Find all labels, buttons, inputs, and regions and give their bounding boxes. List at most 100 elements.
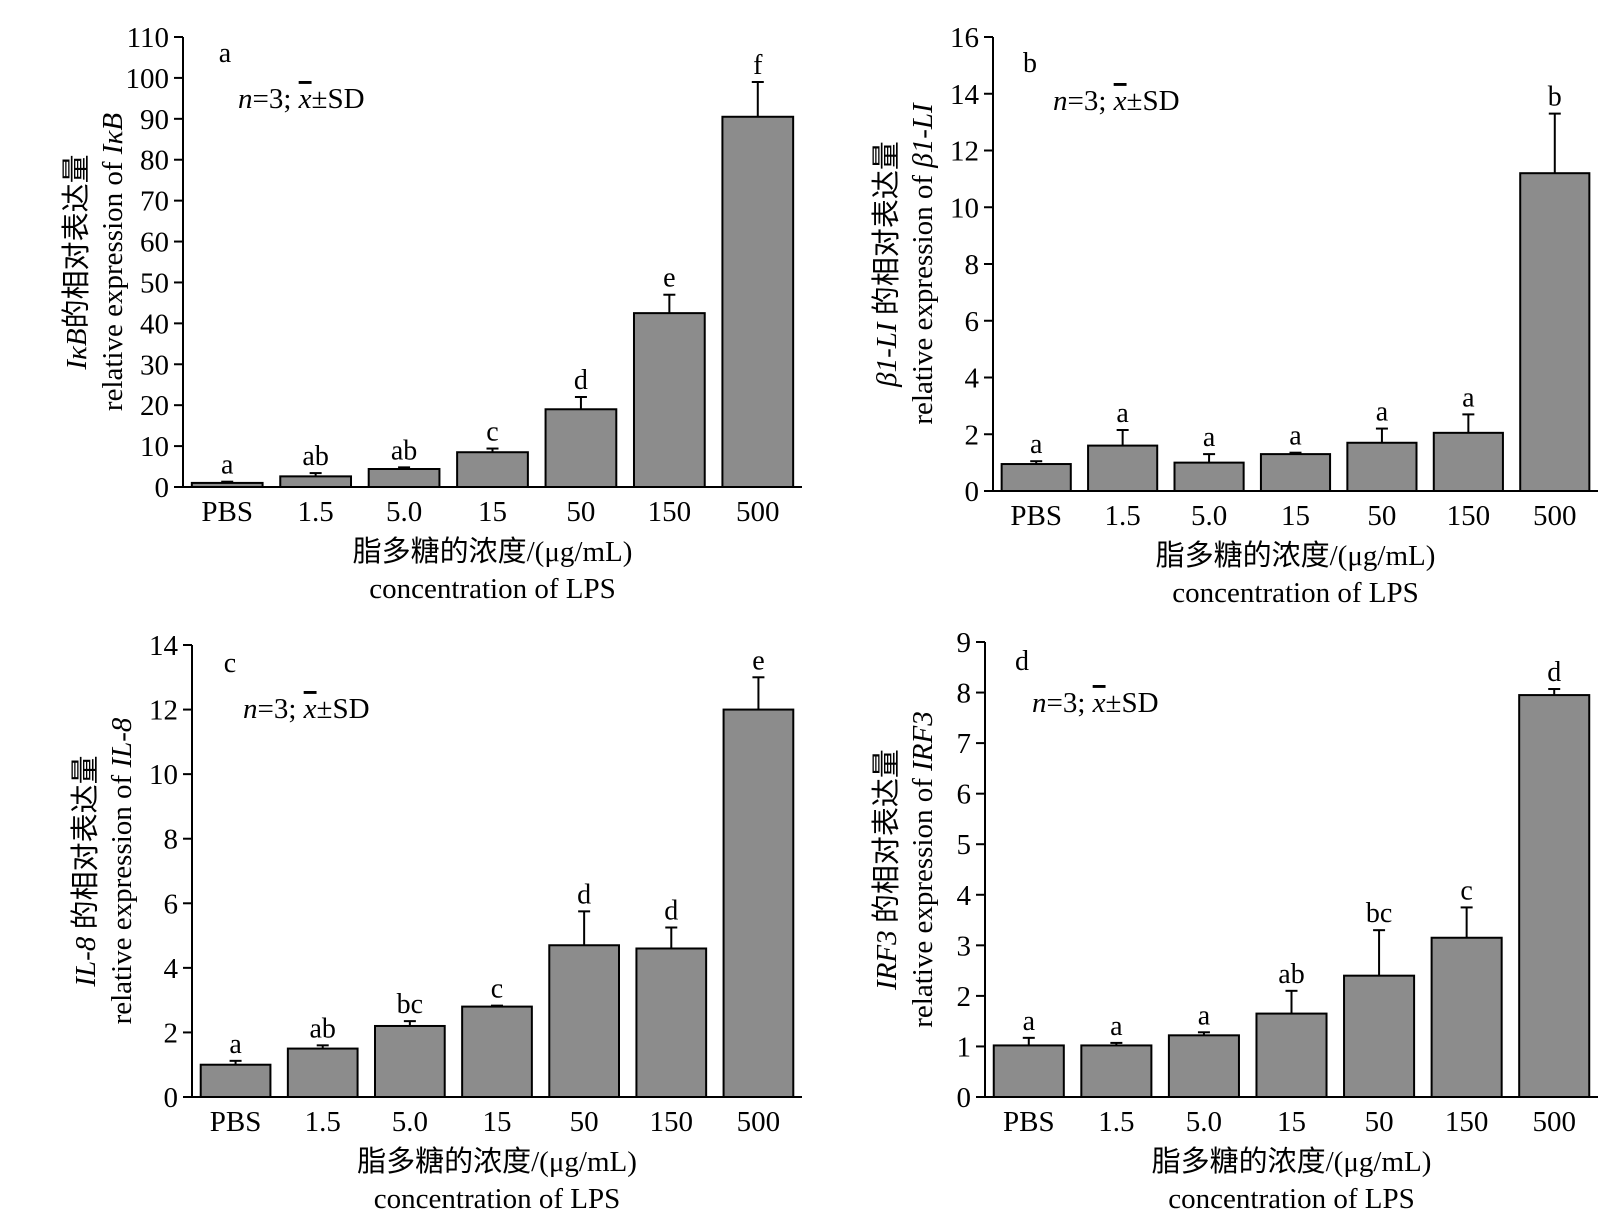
y-tick-label: 10 [950, 192, 979, 224]
bar-5.0 [367, 468, 441, 488]
y-tick-label: 8 [164, 824, 179, 856]
bar-50 [544, 408, 618, 489]
x-tick-label: 1.5 [305, 1106, 341, 1138]
chart-panel-a: 0 10 20 30 40 50 60 70 80 90 100 110 a PBS ab 1.5 ab 5.0 c… [60, 22, 802, 605]
y-tick-label: 50 [140, 267, 169, 299]
bar-150 [632, 312, 706, 488]
x-tick-label: 5.0 [1186, 1106, 1222, 1138]
significance-letter: bc [397, 989, 423, 1020]
x-tick-label: 5.0 [1191, 500, 1227, 532]
y-tick-label: 9 [957, 627, 972, 659]
x-tick-label: 5.0 [392, 1106, 428, 1138]
y-tick-label: 70 [140, 186, 169, 218]
bar-50 [1346, 441, 1418, 493]
bar-150 [1432, 431, 1504, 492]
panel-label: d [1015, 646, 1029, 677]
bar-PBS [1000, 463, 1072, 493]
y-tick-label: 2 [965, 419, 980, 451]
y-tick-label: 2 [164, 1017, 179, 1049]
y-tick-label: 2 [957, 981, 972, 1013]
y-tick-label: 4 [965, 363, 980, 395]
x-tick-label: 150 [1447, 500, 1491, 532]
significance-letter: a [1023, 1006, 1036, 1037]
chart-panel-c: 0 2 4 6 8 10 12 14 a PBS ab 1.5 bc 5.0 c 15 d 50 d 150 e 500 c… [69, 630, 802, 1215]
bar-1.5 [1087, 444, 1159, 493]
bar-5.0 [1173, 461, 1245, 492]
significance-letter: a [1110, 1011, 1123, 1042]
significance-letter: a [1030, 429, 1043, 460]
y-tick-label: 10 [149, 759, 178, 791]
x-tick-label: 1.5 [1098, 1106, 1134, 1138]
bar-500 [1519, 172, 1591, 492]
y-tick-label: 6 [965, 306, 980, 338]
x-tick-label: 150 [648, 496, 692, 528]
y-tick-label: 80 [140, 145, 169, 177]
significance-letter: f [753, 50, 763, 81]
bar-1.5 [286, 1047, 359, 1098]
bar-PBS [199, 1063, 272, 1098]
x-tick-label: 50 [1365, 1106, 1394, 1138]
bar-15 [1259, 453, 1332, 492]
x-tick-label: PBS [210, 1106, 262, 1138]
significance-letter: ab [302, 441, 328, 472]
significance-letter: a [1116, 398, 1129, 429]
y-tick-label: 14 [950, 79, 980, 111]
y-axis-label-en: relative expression of IκB [97, 113, 129, 411]
chart-panel-b: 0 2 4 6 8 10 12 14 16 a PBS a 1.5 a 5.0 a 15 a 50 a 150 b 500 b… [870, 22, 1598, 609]
significance-letter: e [752, 645, 764, 676]
y-tick-label: 1 [957, 1031, 972, 1063]
y-tick-label: 100 [126, 63, 170, 95]
y-tick-label: 0 [164, 1082, 179, 1114]
y-tick-label: 60 [140, 227, 169, 259]
x-tick-label: 1.5 [298, 496, 334, 528]
x-tick-label: PBS [1003, 1106, 1055, 1138]
x-axis-label-cn: 脂多糖的浓度/(μg/mL) [353, 535, 633, 568]
stat-note: n=3; x±SD [1053, 85, 1180, 117]
bar-500 [721, 115, 795, 488]
stat-note: n=3; x±SD [238, 83, 365, 115]
significance-letter: c [1460, 875, 1472, 906]
x-tick-label: 5.0 [386, 496, 422, 528]
x-axis-label-cn: 脂多糖的浓度/(μg/mL) [357, 1145, 637, 1178]
y-axis-label-cn: IκB的相对表达量 [60, 154, 93, 370]
x-axis-label-en: concentration of LPS [369, 573, 615, 605]
y-tick-label: 7 [957, 728, 972, 760]
significance-letter: a [1198, 1000, 1211, 1031]
x-tick-label: 500 [736, 496, 780, 528]
bar-5.0 [374, 1024, 446, 1099]
bar-150 [1430, 936, 1503, 1098]
significance-letter: d [1547, 657, 1561, 688]
y-tick-label: 8 [957, 678, 972, 710]
significance-letter: c [491, 974, 503, 1005]
bar-15 [1255, 1012, 1328, 1098]
bar-50 [548, 944, 620, 1098]
x-axis-label-cn: 脂多糖的浓度/(μg/mL) [1152, 1145, 1432, 1178]
significance-letter: d [574, 365, 588, 396]
y-tick-label: 14 [149, 630, 179, 662]
y-tick-label: 0 [965, 476, 980, 508]
y-tick-label: 110 [127, 22, 169, 54]
x-axis-label-en: concentration of LPS [374, 1183, 620, 1215]
significance-letter: d [577, 879, 591, 910]
significance-letter: ab [1278, 959, 1304, 990]
y-tick-label: 12 [149, 695, 178, 727]
y-tick-label: 16 [950, 22, 979, 54]
x-tick-label: 500 [1533, 500, 1577, 532]
y-tick-label: 4 [957, 880, 972, 912]
y-tick-label: 10 [140, 431, 169, 463]
x-tick-label: 50 [1367, 500, 1396, 532]
y-tick-label: 5 [957, 829, 972, 861]
x-tick-label: 15 [483, 1106, 512, 1138]
stat-note: n=3; x±SD [243, 693, 370, 725]
y-axis-label-cn: β1-LI 的相对表达量 [870, 141, 903, 388]
y-tick-label: 6 [957, 779, 972, 811]
bar-PBS [992, 1044, 1065, 1099]
x-tick-label: 50 [566, 496, 595, 528]
bar-15 [456, 451, 529, 488]
x-tick-label: PBS [1010, 500, 1062, 532]
chart-panel-d: 0123456789aPBSa1.5a5.0ab15bc50c150d500dn… [870, 627, 1598, 1215]
x-tick-label: 15 [1277, 1106, 1306, 1138]
significance-letter: a [229, 1029, 242, 1060]
x-tick-label: 150 [1445, 1106, 1489, 1138]
